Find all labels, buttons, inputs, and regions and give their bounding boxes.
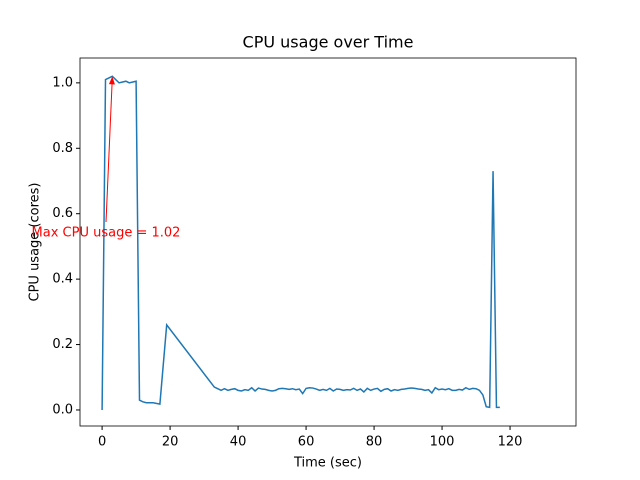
y-tick-label: 0.4: [52, 272, 73, 287]
x-tick-label: 60: [298, 435, 315, 450]
annotation-arrowhead: [108, 76, 115, 85]
y-tick-label: 0.0: [52, 402, 73, 417]
x-tick-label: 40: [230, 435, 247, 450]
chart-title: CPU usage over Time: [243, 33, 414, 52]
y-tick-label: 0.6: [52, 206, 73, 221]
y-tick-label: 0.2: [52, 337, 73, 352]
plot-frame: [79, 57, 577, 427]
data-line: [101, 75, 500, 410]
x-tick-label: 20: [162, 435, 179, 450]
annotation-arrow: [105, 78, 113, 223]
x-tick-label: 100: [430, 435, 455, 450]
y-tick-label: 0.8: [52, 141, 73, 156]
x-tick-label: 120: [498, 435, 523, 450]
x-tick-label: 80: [366, 435, 383, 450]
annotation-text: Max CPU usage = 1.02: [32, 226, 181, 241]
x-tick-label: 0: [98, 435, 106, 450]
y-tick-label: 1.0: [52, 75, 73, 90]
x-axis-label: Time (sec): [293, 456, 362, 471]
y-axis-label: CPU usage (cores): [28, 183, 43, 302]
